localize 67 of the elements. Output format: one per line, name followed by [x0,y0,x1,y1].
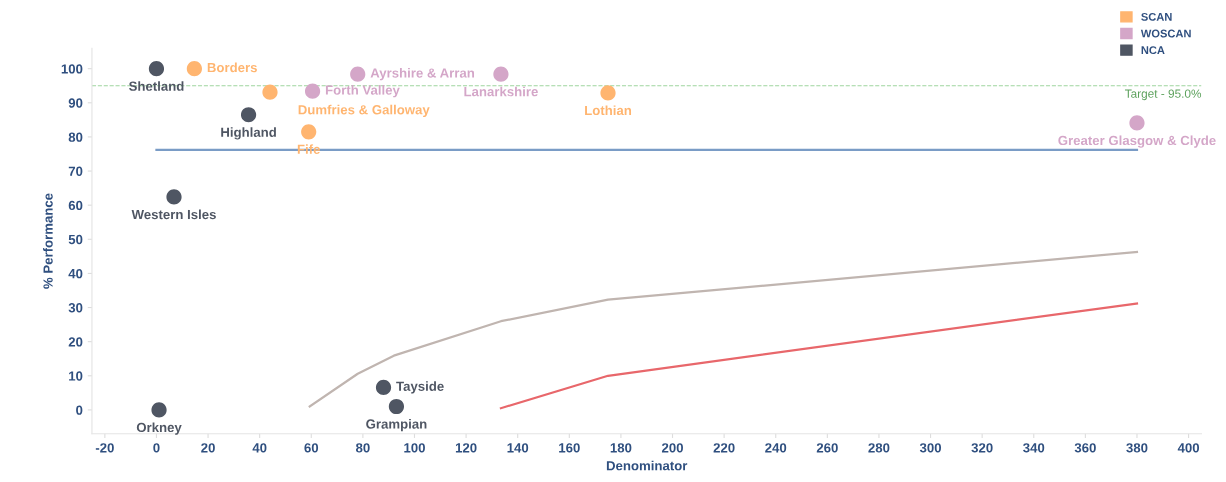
y-tick-label: 80 [68,132,83,142]
annotation: Highland [221,127,276,140]
point [240,107,257,123]
x-tick-label: 360 [1074,443,1096,453]
annotation: Shetland [128,81,184,91]
y-tick-label: 100 [61,64,83,74]
annotation: Dumfries & Galloway [298,104,430,118]
annotation: Western Isles [131,209,216,220]
annotation: Forth Valley [325,85,400,98]
x-tick-label: 80 [355,443,370,453]
x-tick-label: 300 [919,443,942,453]
annotation: Tayside [396,381,444,394]
point [301,124,317,140]
x-tick-label: 160 [559,443,580,453]
y-tick-label: 0 [76,405,83,415]
x-tick-label: 0 [153,443,160,453]
point [1129,115,1145,131]
y-tick-label: 10 [69,371,83,381]
x-tick-label: 220 [713,443,735,453]
x-tick-label: 60 [304,443,319,453]
point [600,85,616,101]
legend-label: WOSCAN [1140,29,1191,38]
point [375,379,392,395]
annotation: Lothian [585,105,632,116]
x-tick-label: 340 [1023,443,1045,453]
x-axis-title: Denominator [606,460,688,471]
point [148,61,165,77]
point [151,402,167,418]
x-tick-label: 280 [868,443,890,453]
point [304,83,321,99]
point [388,398,405,415]
y-tick-label: 90 [68,98,83,108]
annotation: Orkney [136,422,182,435]
line-series [308,250,1139,408]
x-tick-label: 140 [507,443,529,453]
x-tick-label: 380 [1126,443,1148,453]
x-tick-label: 400 [1177,443,1200,453]
x-tick-label: 320 [971,443,993,453]
y-axis-title: % Performance [43,193,53,289]
x-tick-label: 20 [201,443,215,453]
y-tick-label: 40 [68,268,83,279]
annotation: Grampian [366,419,427,432]
y-tick-label: 60 [68,200,83,211]
x-tick-label: 200 [661,443,683,453]
point [493,66,509,82]
legend-label: SCAN [1141,12,1172,21]
annotation: Lanarkshire [464,86,538,97]
y-tick-label: 50 [68,234,83,245]
point [166,189,182,205]
point [262,84,278,100]
point [186,61,202,77]
legend-label: NCA [1141,46,1165,55]
y-tick-label: 70 [68,166,83,176]
annotation: Greater Glasgow & Clyde [1058,135,1216,148]
x-tick-label: -20 [95,443,114,453]
x-tick-label: 260 [816,443,838,453]
x-tick-label: 100 [404,443,425,453]
x-tick-label: 180 [610,443,632,453]
x-tick-label: 240 [765,443,787,453]
y-tick-label: 30 [68,303,83,313]
x-tick-label: 120 [455,443,477,453]
x-tick-label: 40 [252,443,267,453]
annotation: Borders [207,62,257,73]
point [350,66,366,82]
annotation: Ayrshire & Arran [370,67,475,81]
y-tick-label: 20 [68,337,83,347]
ref-line-label: Target - 95.0% [1124,89,1202,101]
